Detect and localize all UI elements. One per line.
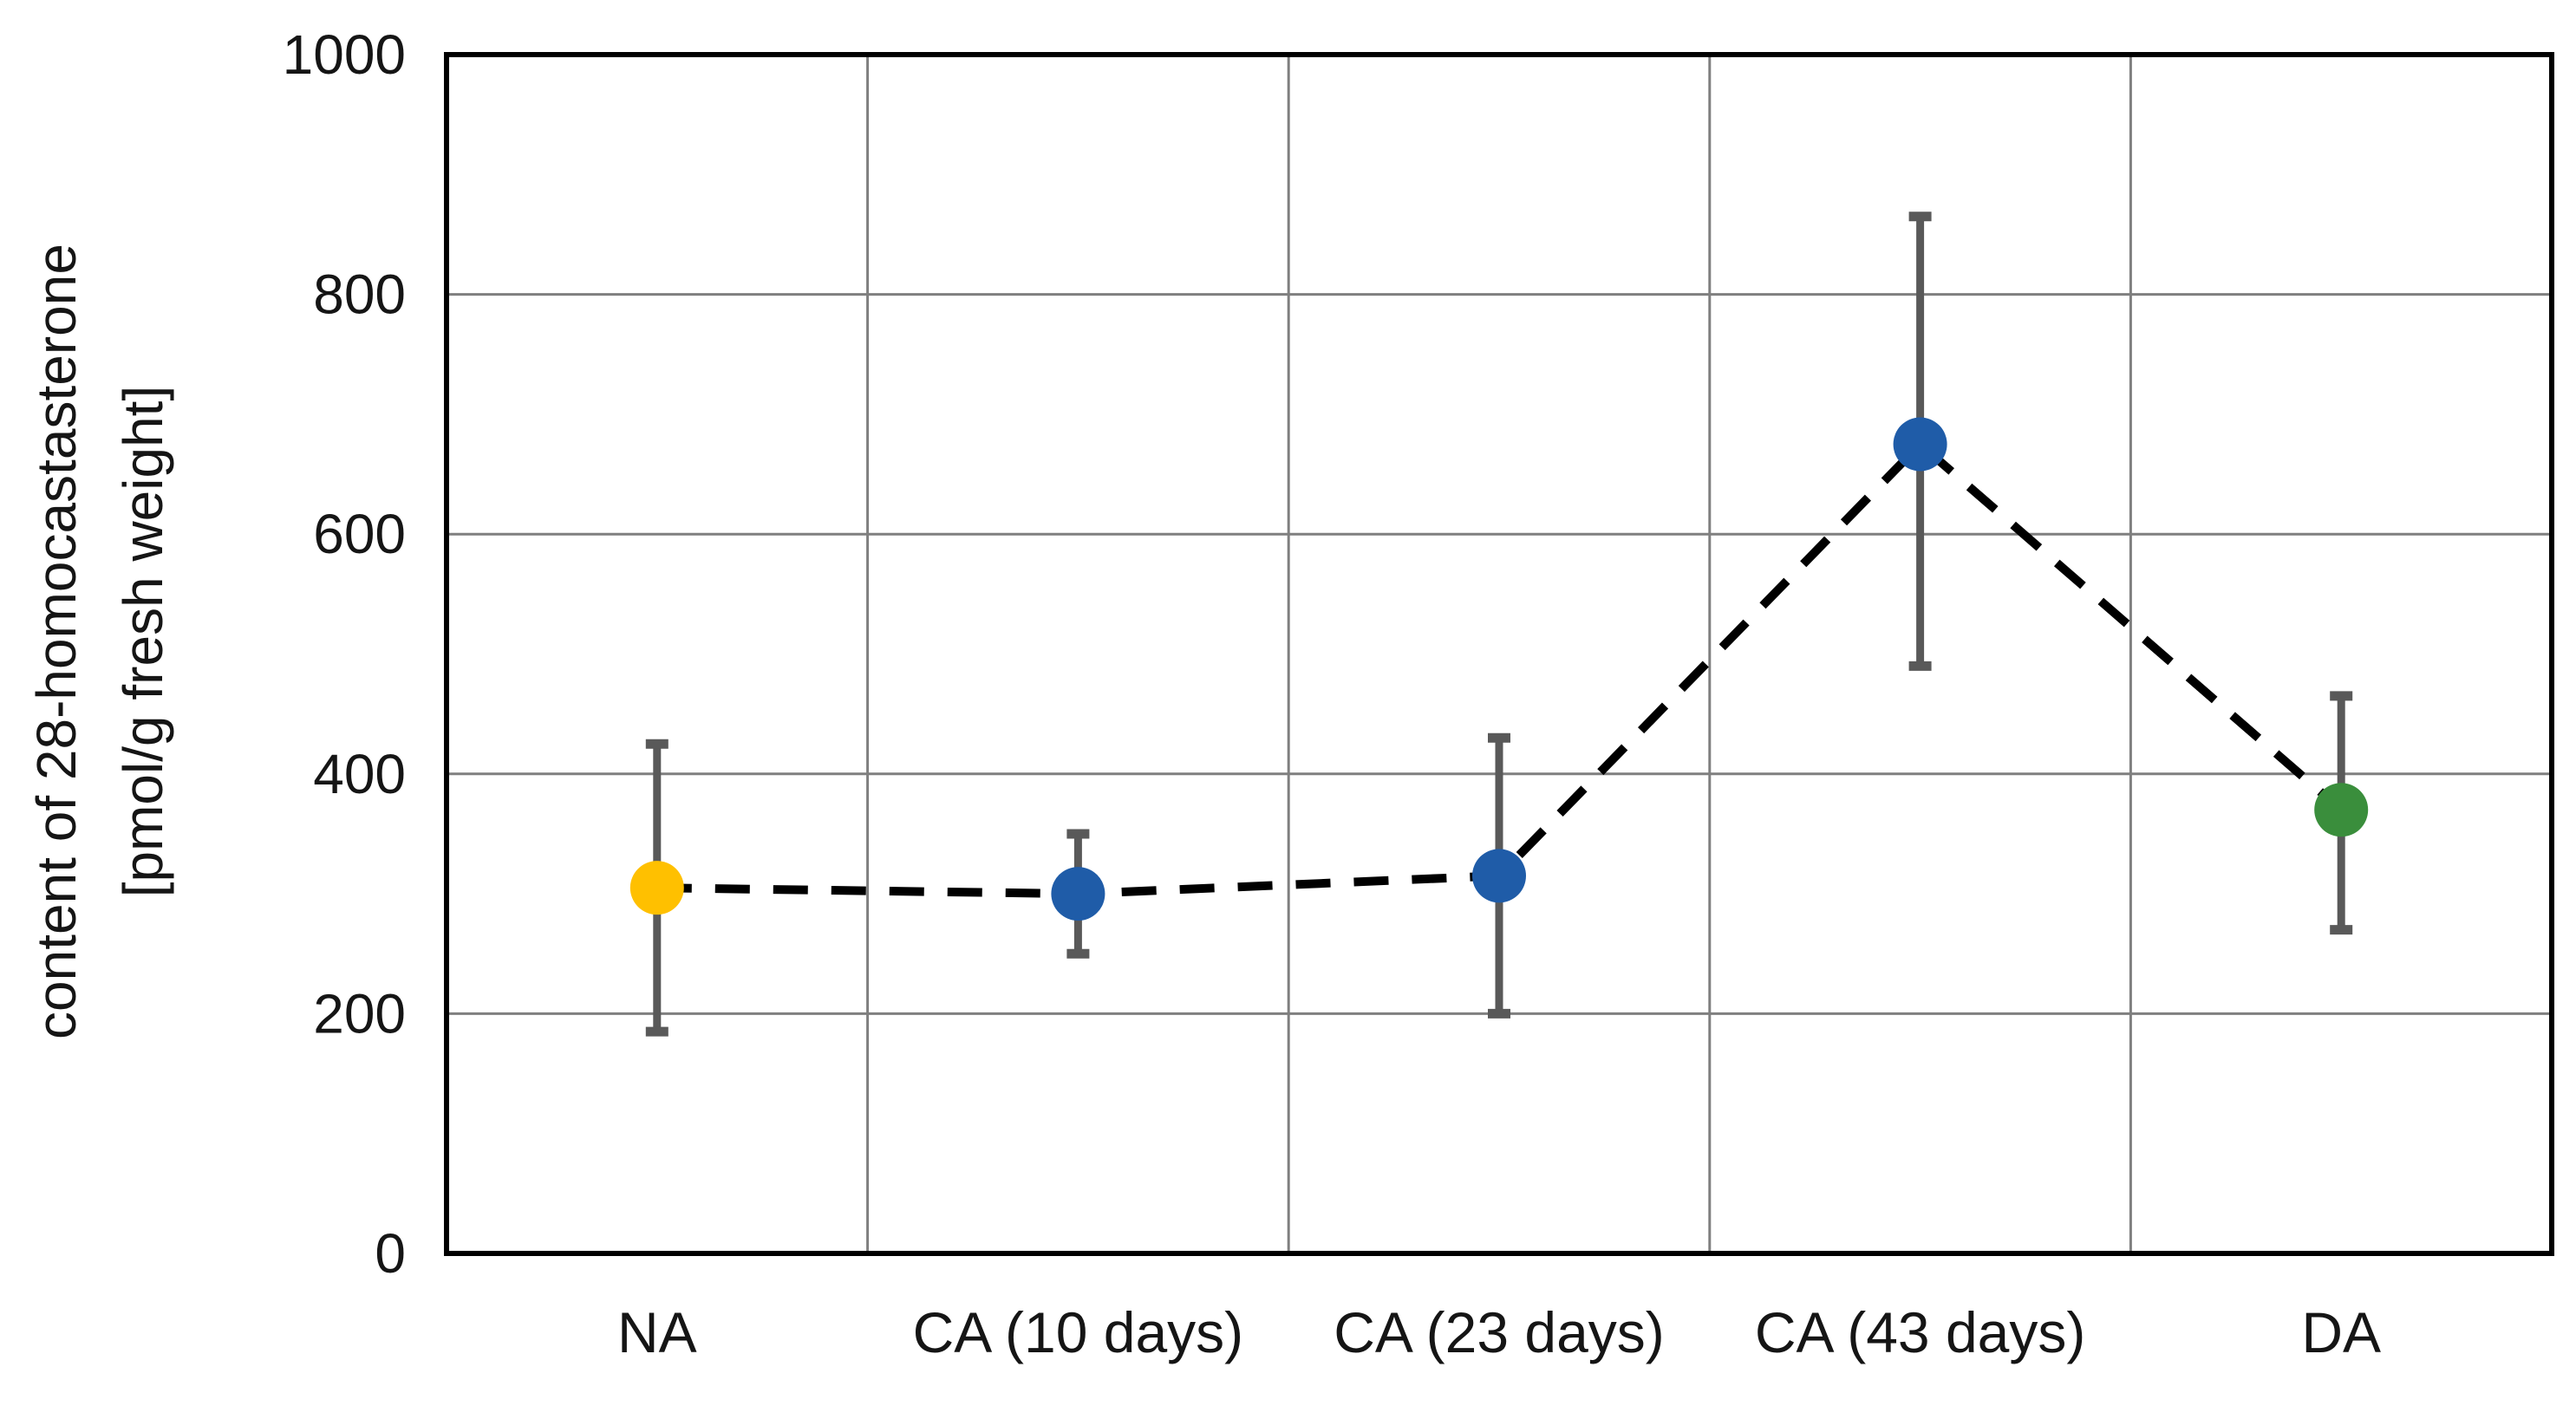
y-tick-label: 0 — [375, 1222, 406, 1285]
y-tick-label: 200 — [313, 982, 406, 1045]
data-point-marker — [1051, 867, 1105, 921]
data-point-marker — [629, 861, 684, 915]
x-tick-label: NA — [617, 1300, 697, 1364]
y-axis-title: content of 28-homocastasterone [pmol/g f… — [13, 0, 186, 1292]
x-tick-label: CA (43 days) — [1755, 1300, 2086, 1364]
y-axis-title-line2: [pmol/g fresh weight] — [112, 385, 174, 898]
data-point-marker — [1472, 849, 1526, 903]
x-tick-label: CA (10 days) — [913, 1300, 1244, 1364]
x-tick-label: CA (23 days) — [1334, 1300, 1665, 1364]
x-tick-label: DA — [2301, 1300, 2381, 1364]
y-tick-label: 800 — [313, 264, 406, 326]
y-tick-label: 600 — [313, 503, 406, 565]
plot-border — [444, 52, 2554, 1256]
data-point-marker — [2314, 783, 2369, 837]
data-point-marker — [1893, 417, 1947, 472]
y-axis-title-line1: content of 28-homocastasterone — [25, 244, 88, 1039]
y-tick-label: 400 — [313, 743, 406, 805]
y-tick-label: 1000 — [283, 23, 406, 86]
